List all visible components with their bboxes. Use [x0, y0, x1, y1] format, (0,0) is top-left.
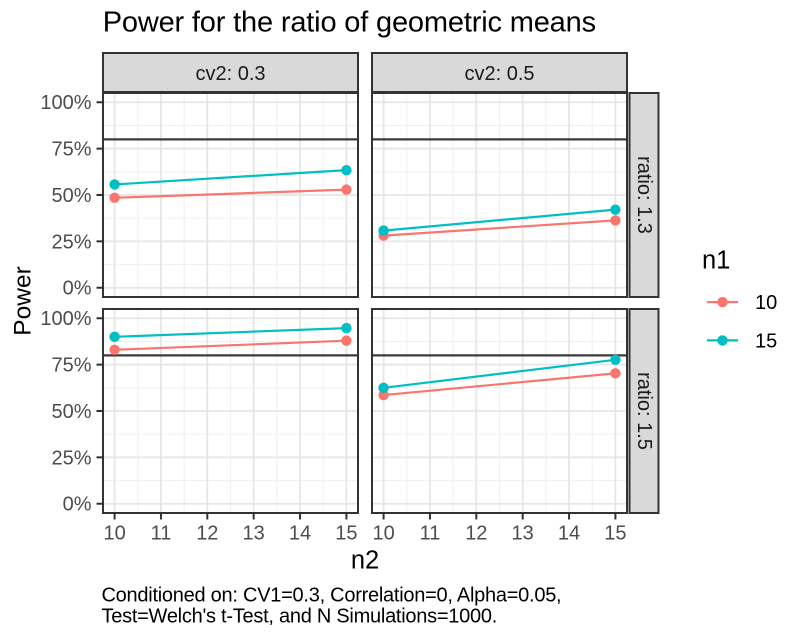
svg-text:0%: 0% [63, 278, 92, 300]
svg-text:25%: 25% [51, 447, 91, 469]
svg-text:10: 10 [755, 292, 777, 314]
svg-text:11: 11 [151, 523, 172, 545]
svg-text:100%: 100% [40, 308, 91, 330]
svg-text:cv2: 0.5: cv2: 0.5 [464, 63, 534, 85]
svg-text:13: 13 [512, 523, 534, 545]
svg-text:Power for the ratio of geometr: Power for the ratio of geometric means [103, 6, 596, 38]
svg-text:14: 14 [558, 523, 580, 545]
svg-text:75%: 75% [51, 355, 91, 377]
svg-text:Test=Welch's t-Test, and N Sim: Test=Welch's t-Test, and N Simulations=1… [102, 605, 498, 627]
svg-text:15: 15 [335, 523, 357, 545]
svg-text:15: 15 [604, 523, 626, 545]
svg-text:n2: n2 [351, 547, 379, 575]
svg-text:Power: Power [10, 266, 37, 335]
svg-text:10: 10 [103, 523, 125, 545]
svg-text:12: 12 [196, 523, 218, 545]
svg-text:n1: n1 [702, 246, 730, 274]
svg-text:50%: 50% [51, 401, 91, 423]
svg-text:14: 14 [289, 523, 311, 545]
svg-text:cv2: 0.3: cv2: 0.3 [195, 63, 265, 85]
svg-text:15: 15 [755, 330, 777, 352]
svg-text:75%: 75% [51, 139, 91, 161]
svg-text:11: 11 [420, 523, 441, 545]
svg-text:100%: 100% [40, 92, 91, 114]
svg-text:50%: 50% [51, 185, 91, 207]
svg-text:Conditioned on: CV1=0.3, Corre: Conditioned on: CV1=0.3, Correlation=0, … [102, 584, 562, 606]
svg-text:ratio: 1.5: ratio: 1.5 [633, 372, 655, 450]
svg-text:12: 12 [465, 523, 487, 545]
svg-text:0%: 0% [63, 494, 92, 516]
svg-text:10: 10 [372, 523, 394, 545]
svg-text:25%: 25% [51, 231, 91, 253]
svg-text:13: 13 [243, 523, 265, 545]
svg-text:ratio: 1.3: ratio: 1.3 [633, 156, 655, 234]
